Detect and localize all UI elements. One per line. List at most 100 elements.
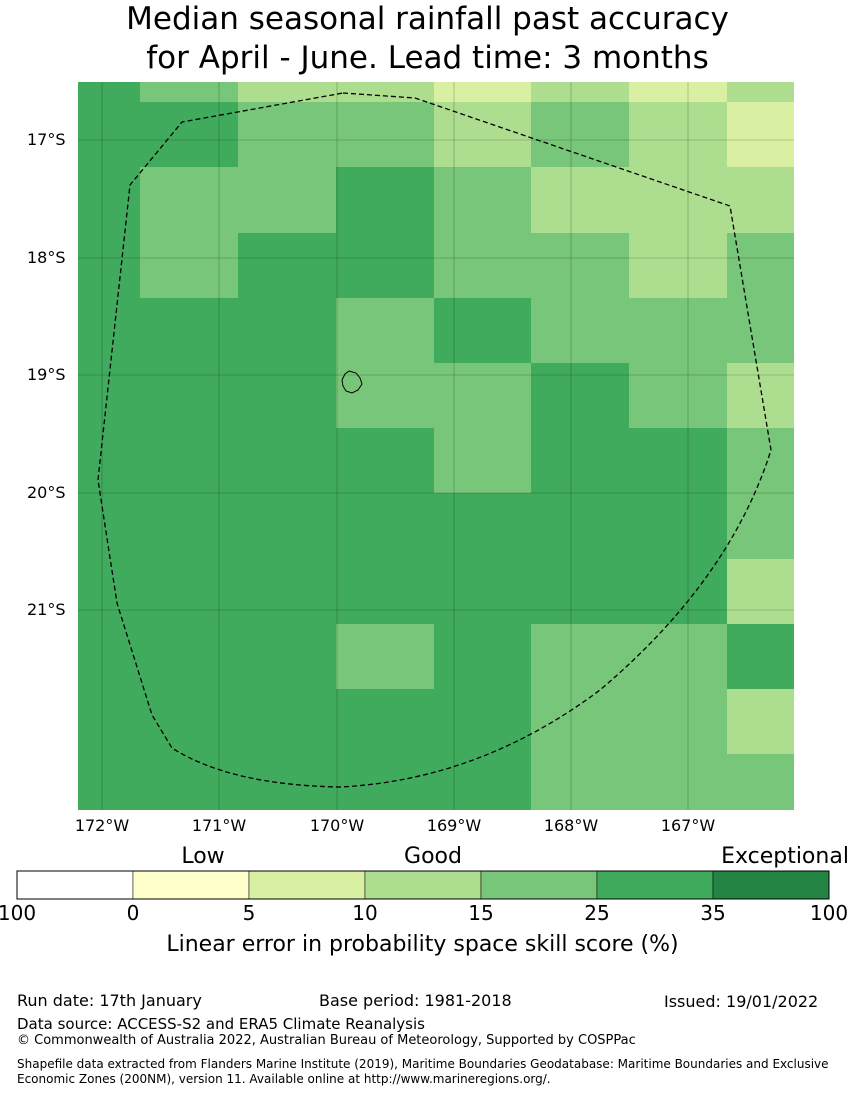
grid-cell [434,102,531,167]
colorbar-frame [16,870,830,900]
grid-cell [140,298,238,363]
grid-cell [140,493,238,559]
grid-cell [727,689,794,754]
colorbar-label: Linear error in probability space skill … [166,932,679,957]
grid-cell [727,754,794,810]
grid-cell [727,82,794,102]
lat-label-21s: 21°S [27,600,66,619]
grid-cell [336,102,434,167]
grid-cell [78,428,140,493]
grid-cell [238,298,336,363]
colorbar-swatch [16,870,134,900]
lon-label-172w: 172°W [74,816,130,835]
grid-cell [531,298,629,363]
grid-cell [434,624,531,689]
category-exceptional: Exceptional [721,844,849,869]
skill-grid [78,82,794,810]
grid-cell [629,689,727,754]
lon-label-170w: 170°W [309,816,365,835]
colorbar-tick: 5 [242,901,256,925]
grid-cell [531,689,629,754]
grid-cell [78,298,140,363]
grid-cell [336,363,434,428]
grid-cell [434,754,531,810]
grid-cell [336,689,434,754]
grid-cell [140,428,238,493]
grid-cell [434,233,531,298]
lon-label-169w: 169°W [426,816,482,835]
grid-cell [434,82,531,102]
grid-cell [434,689,531,754]
grid-cell [531,82,629,102]
colorbar-swatch [480,870,598,900]
grid-cell [140,102,238,167]
grid-cell [629,363,727,428]
colorbar-swatch [712,870,830,900]
grid-cell [531,363,629,428]
shapefile-credit: Shapefile data extracted from Flanders M… [17,1057,829,1086]
grid-cell [336,233,434,298]
colorbar-tick: 100 [0,901,37,925]
title-line-2: for April - June. Lead time: 3 months [146,40,709,76]
grid-cell [238,102,336,167]
grid-cell [238,493,336,559]
grid-cell [238,428,336,493]
grid-cell [434,559,531,624]
grid-cell [727,102,794,167]
colorbar-tick: 100 [809,901,849,925]
grid-cell [140,689,238,754]
category-good: Good [404,844,462,869]
niue-island-outline [341,370,363,394]
grid-cell [727,298,794,363]
grid-cell [78,624,140,689]
grid-cell [238,559,336,624]
grid-cell [238,754,336,810]
grid-cell [727,428,794,493]
grid-cell [140,82,238,102]
grid-cell [78,559,140,624]
colorbar-tick: 25 [584,901,610,925]
skill-map [78,82,794,810]
grid-cell [531,559,629,624]
lat-label-20s: 20°S [27,483,66,502]
category-low: Low [181,844,225,869]
grid-cell [434,298,531,363]
grid-cell [531,102,629,167]
lon-label-171w: 171°W [191,816,247,835]
grid-cell [629,428,727,493]
base-period: Base period: 1981-2018 [319,991,512,1010]
grid-cell [336,624,434,689]
grid-cell [727,624,794,689]
run-date: Run date: 17th January [17,991,202,1010]
colorbar-swatch [364,870,482,900]
grid-cell [78,82,140,102]
colorbar-tick: 10 [352,901,378,925]
grid-cell [629,624,727,689]
grid-cell [727,493,794,559]
grid-cell [629,298,727,363]
grid-cell [531,493,629,559]
grid-cell [531,624,629,689]
grid-cell [336,167,434,233]
grid-cell [140,754,238,810]
issued-date: Issued: 19/01/2022 [664,992,819,1011]
copyright: © Commonwealth of Australia 2022, Austra… [17,1033,636,1048]
grid-cell [531,233,629,298]
colorbar-tick: 35 [700,901,726,925]
grid-cell [434,167,531,233]
grid-cell [434,493,531,559]
grid-cell [78,754,140,810]
grid-cell [727,233,794,298]
grid-cell [238,689,336,754]
title-line-1: Median seasonal rainfall past accuracy [126,1,729,37]
grid-cell [531,167,629,233]
colorbar-tick: 0 [126,901,140,925]
grid-cell [140,167,238,233]
grid-cell [78,102,140,167]
grid-cell [238,233,336,298]
grid-cell [336,298,434,363]
lat-label-18s: 18°S [27,248,66,267]
lon-label-168w: 168°W [543,816,599,835]
grid-cell [629,82,727,102]
eez-boundary [97,92,772,788]
